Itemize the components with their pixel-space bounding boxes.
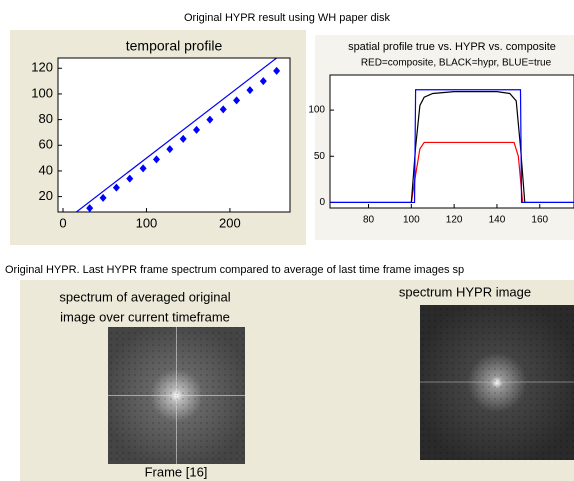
caption: Original HYPR result using WH paper disk	[184, 12, 391, 24]
marker	[152, 155, 160, 164]
marker	[139, 164, 147, 173]
y-tick-label: 50	[314, 151, 326, 162]
image-footer: Frame [16]	[145, 464, 208, 479]
image-title: spectrum of averaged original	[59, 289, 230, 304]
axes-box	[329, 74, 574, 209]
marker	[273, 66, 281, 75]
marker	[259, 77, 267, 86]
x-tick-label: 100	[403, 215, 420, 226]
marker	[126, 174, 134, 183]
series-group	[75, 58, 281, 212]
marker	[246, 86, 254, 95]
chart-title: temporal profile	[126, 38, 223, 54]
marker	[206, 115, 214, 124]
x-tick-label: 160	[531, 215, 548, 226]
plot-area	[58, 58, 290, 212]
axes-box	[57, 57, 291, 213]
y-tick-label: 60	[39, 137, 53, 152]
x-tick-label: 120	[446, 215, 463, 226]
y-tick-label: 100	[308, 105, 325, 116]
y-tick-label: 0	[319, 197, 325, 208]
marker	[219, 105, 227, 114]
y-tick-label: 100	[31, 85, 53, 100]
y-tick-label: 120	[31, 60, 53, 75]
marker	[86, 204, 94, 212]
line	[330, 89, 574, 204]
marker	[112, 183, 120, 192]
chart-subtitle: RED=composite, BLACK=hypr, BLUE=true	[361, 58, 552, 69]
marker	[193, 125, 201, 134]
marker	[166, 145, 174, 154]
chart-title: spatial profile true vs. HYPR vs. compos…	[348, 41, 556, 53]
y-tick-label: 40	[39, 162, 53, 177]
x-tick-label: 140	[489, 215, 506, 226]
x-tick-label: 80	[363, 215, 375, 226]
caption: Original HYPR. Last HYPR frame spectrum …	[5, 264, 464, 276]
x-tick-label: 100	[136, 215, 158, 230]
x-tick-label: 0	[59, 215, 66, 230]
marker	[233, 96, 241, 105]
image-title: image over current timeframe	[60, 309, 230, 324]
image-title: spectrum HYPR image	[399, 284, 531, 299]
marker	[179, 134, 187, 143]
x-tick-label: 200	[219, 215, 241, 230]
plot-area	[330, 75, 574, 208]
marker	[99, 193, 107, 202]
series-group	[330, 89, 574, 204]
y-tick-label: 20	[39, 188, 53, 203]
y-tick-label: 80	[39, 111, 53, 126]
line	[75, 58, 278, 212]
